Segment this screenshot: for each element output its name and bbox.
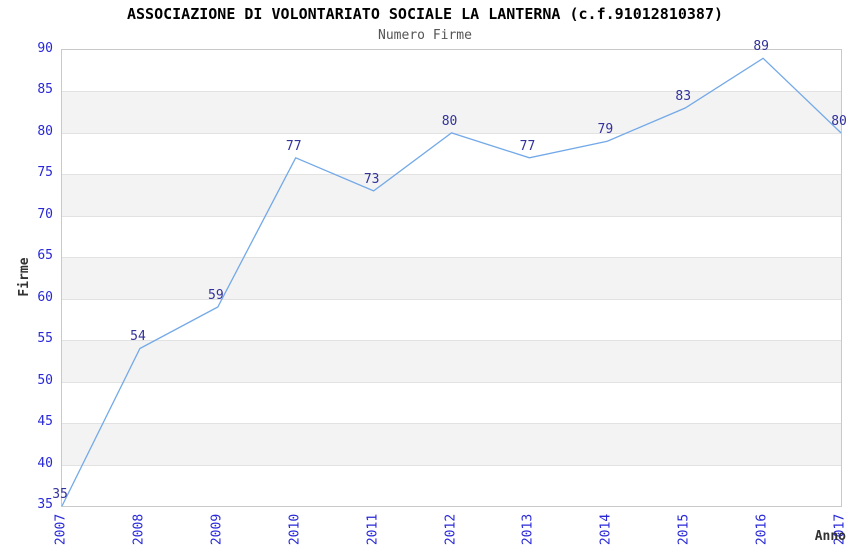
y-axis-label: Firme xyxy=(17,257,32,297)
data-point-label: 73 xyxy=(363,171,380,187)
y-tick-label: 55 xyxy=(37,331,53,347)
data-point-label: 77 xyxy=(285,138,302,154)
gridline xyxy=(62,298,841,300)
plot-band xyxy=(62,423,841,465)
y-tick-label: 85 xyxy=(37,82,53,98)
x-tick-label: 2012 xyxy=(443,513,458,546)
data-point-label: 80 xyxy=(831,113,847,129)
gridline xyxy=(62,340,841,342)
plot-band xyxy=(62,174,841,216)
data-point-label: 80 xyxy=(441,113,458,129)
x-tick-label: 2010 xyxy=(287,513,303,546)
data-point-label: 35 xyxy=(52,487,68,502)
y-tick-label: 35 xyxy=(37,497,53,512)
y-tick-label: 50 xyxy=(37,372,53,388)
gridline xyxy=(62,423,841,425)
x-tick-label: 2015 xyxy=(676,513,692,546)
data-point-label: 83 xyxy=(675,89,692,105)
x-tick-label: 2014 xyxy=(598,513,614,546)
gridline xyxy=(62,381,841,383)
y-tick-label: 80 xyxy=(37,123,53,139)
y-tick-label: 60 xyxy=(37,289,53,305)
gridline xyxy=(62,257,841,259)
data-point-label: 79 xyxy=(597,122,614,138)
x-tick-label: 2007 xyxy=(53,513,69,546)
x-tick-label: 2011 xyxy=(365,513,381,546)
line-series xyxy=(61,57,842,507)
y-tick-label: 70 xyxy=(37,206,53,222)
y-tick-label: 75 xyxy=(37,165,53,181)
x-tick-label: 2013 xyxy=(520,513,536,546)
chart-title: ASSOCIAZIONE DI VOLONTARIATO SOCIALE LA … xyxy=(126,5,724,23)
gridline xyxy=(62,464,841,466)
x-axis-label: Anno xyxy=(814,529,846,544)
x-tick-label: 2016 xyxy=(754,513,770,546)
plot-area xyxy=(61,49,842,507)
plot-band xyxy=(62,257,841,299)
y-tick-label: 65 xyxy=(37,248,53,264)
data-point-label: 77 xyxy=(519,138,536,154)
data-point-label: 89 xyxy=(753,39,769,55)
plot-band xyxy=(62,91,841,133)
y-tick-label: 45 xyxy=(37,414,53,430)
gridline xyxy=(62,215,841,217)
gridline xyxy=(62,174,841,176)
gridline xyxy=(62,91,841,93)
series-line xyxy=(61,57,842,507)
chart-subtitle: Numero Firme xyxy=(378,28,472,43)
data-point-label: 59 xyxy=(208,288,224,304)
plot-band xyxy=(62,340,841,382)
x-tick-label: 2009 xyxy=(209,513,225,546)
data-point-label: 54 xyxy=(130,329,146,345)
y-tick-label: 40 xyxy=(37,455,53,471)
y-tick-label: 90 xyxy=(37,41,53,56)
x-tick-label: 2008 xyxy=(131,513,147,546)
